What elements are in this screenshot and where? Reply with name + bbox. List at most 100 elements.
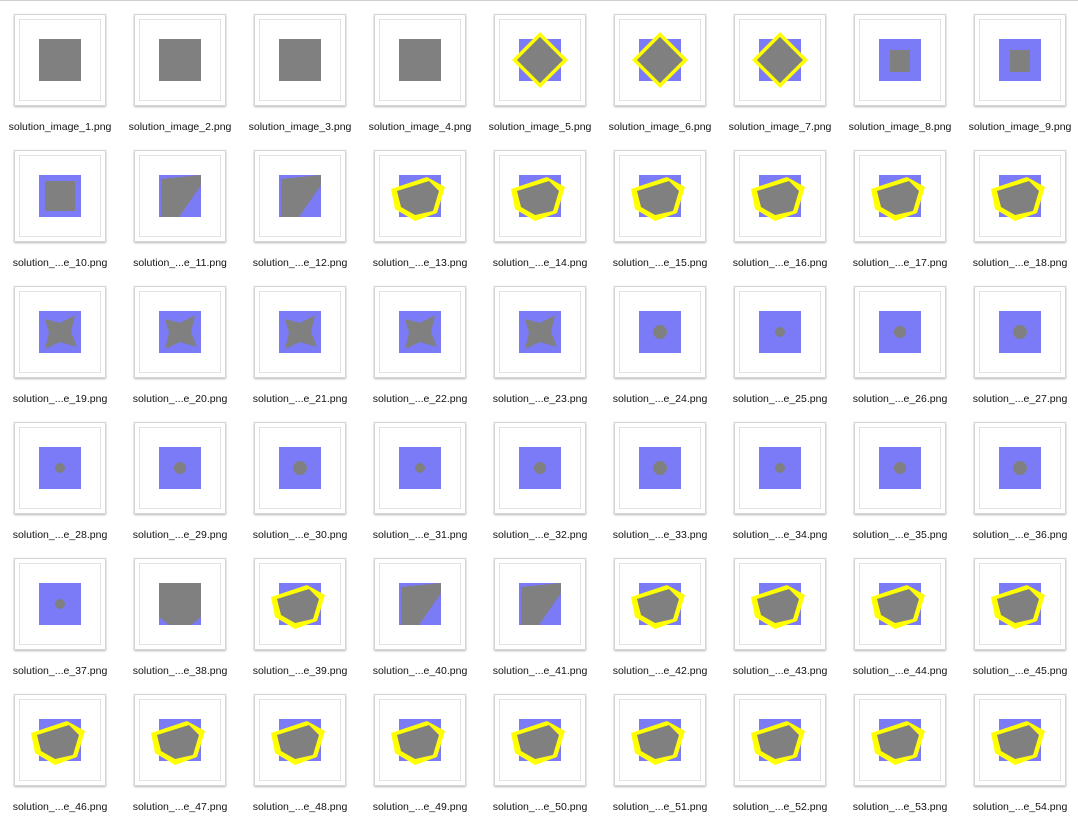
file-thumbnail[interactable] <box>374 422 466 514</box>
file-name-label[interactable]: solution_...e_18.png <box>972 257 1068 269</box>
file-thumbnail[interactable] <box>974 422 1066 514</box>
file-tile[interactable]: solution_image_2.png <box>120 0 240 133</box>
file-tile[interactable]: solution_...e_37.png <box>0 544 120 677</box>
file-thumbnail[interactable] <box>494 422 586 514</box>
file-name-label[interactable]: solution_...e_24.png <box>612 393 708 405</box>
file-name-label[interactable]: solution_image_6.png <box>608 121 712 133</box>
file-thumbnail[interactable] <box>734 558 826 650</box>
file-name-label[interactable]: solution_...e_32.png <box>492 529 588 541</box>
file-name-label[interactable]: solution_...e_13.png <box>372 257 468 269</box>
file-name-label[interactable]: solution_...e_50.png <box>492 801 588 813</box>
file-thumbnail[interactable] <box>734 694 826 786</box>
file-thumbnail[interactable] <box>974 558 1066 650</box>
file-thumbnail[interactable] <box>494 150 586 242</box>
file-thumbnail[interactable] <box>734 14 826 106</box>
file-tile[interactable]: solution_...e_46.png <box>0 680 120 813</box>
file-name-label[interactable]: solution_...e_49.png <box>372 801 468 813</box>
file-tile[interactable]: solution_...e_10.png <box>0 136 120 269</box>
file-thumbnail[interactable] <box>254 694 346 786</box>
file-thumbnail[interactable] <box>854 422 946 514</box>
file-name-label[interactable]: solution_image_2.png <box>128 121 232 133</box>
file-name-label[interactable]: solution_...e_42.png <box>612 665 708 677</box>
file-thumbnail[interactable] <box>854 694 946 786</box>
file-name-label[interactable]: solution_image_9.png <box>968 121 1072 133</box>
file-name-label[interactable]: solution_...e_10.png <box>12 257 108 269</box>
file-thumbnail[interactable] <box>14 286 106 378</box>
file-name-label[interactable]: solution_...e_11.png <box>133 257 227 269</box>
file-tile[interactable]: solution_...e_47.png <box>120 680 240 813</box>
file-tile[interactable]: solution_...e_52.png <box>720 680 840 813</box>
file-name-label[interactable]: solution_...e_27.png <box>972 393 1068 405</box>
file-name-label[interactable]: solution_...e_16.png <box>732 257 828 269</box>
file-thumbnail[interactable] <box>974 150 1066 242</box>
file-name-label[interactable]: solution_...e_19.png <box>12 393 108 405</box>
file-name-label[interactable]: solution_image_1.png <box>8 121 112 133</box>
file-thumbnail[interactable] <box>134 558 226 650</box>
file-thumbnail[interactable] <box>494 286 586 378</box>
file-thumbnail[interactable] <box>854 150 946 242</box>
file-thumbnail[interactable] <box>734 422 826 514</box>
file-thumbnail[interactable] <box>14 694 106 786</box>
file-thumbnail[interactable] <box>134 694 226 786</box>
file-name-label[interactable]: solution_...e_37.png <box>12 665 108 677</box>
file-tile[interactable]: solution_...e_38.png <box>120 544 240 677</box>
file-name-label[interactable]: solution_...e_46.png <box>12 801 108 813</box>
file-tile[interactable]: solution_...e_31.png <box>360 408 480 541</box>
file-name-label[interactable]: solution_image_8.png <box>848 121 952 133</box>
file-name-label[interactable]: solution_image_7.png <box>728 121 832 133</box>
file-thumbnail[interactable] <box>494 558 586 650</box>
file-thumbnail[interactable] <box>974 14 1066 106</box>
file-name-label[interactable]: solution_...e_40.png <box>372 665 468 677</box>
file-thumbnail[interactable] <box>14 14 106 106</box>
file-thumbnail[interactable] <box>14 558 106 650</box>
file-tile[interactable]: solution_...e_44.png <box>840 544 960 677</box>
file-tile[interactable]: solution_...e_54.png <box>960 680 1078 813</box>
file-tile[interactable]: solution_...e_22.png <box>360 272 480 405</box>
file-tile[interactable]: solution_...e_30.png <box>240 408 360 541</box>
file-tile[interactable]: solution_...e_16.png <box>720 136 840 269</box>
file-thumbnail[interactable] <box>974 694 1066 786</box>
file-tile[interactable]: solution_...e_11.png <box>120 136 240 269</box>
file-thumbnail[interactable] <box>374 286 466 378</box>
file-name-label[interactable]: solution_...e_53.png <box>852 801 948 813</box>
file-tile[interactable]: solution_...e_51.png <box>600 680 720 813</box>
file-thumbnail[interactable] <box>254 422 346 514</box>
file-name-label[interactable]: solution_image_5.png <box>488 121 592 133</box>
file-thumbnail[interactable] <box>614 558 706 650</box>
file-thumbnail[interactable] <box>614 286 706 378</box>
file-thumbnail[interactable] <box>254 286 346 378</box>
file-thumbnail[interactable] <box>134 422 226 514</box>
file-thumbnail[interactable] <box>254 558 346 650</box>
file-tile[interactable]: solution_...e_28.png <box>0 408 120 541</box>
file-name-label[interactable]: solution_...e_51.png <box>612 801 708 813</box>
file-tile[interactable]: solution_...e_15.png <box>600 136 720 269</box>
file-name-label[interactable]: solution_...e_43.png <box>732 665 828 677</box>
file-name-label[interactable]: solution_...e_48.png <box>252 801 348 813</box>
file-thumbnail[interactable] <box>134 150 226 242</box>
file-name-label[interactable]: solution_...e_15.png <box>612 257 708 269</box>
file-name-label[interactable]: solution_...e_22.png <box>372 393 468 405</box>
file-tile[interactable]: solution_...e_20.png <box>120 272 240 405</box>
file-tile[interactable]: solution_...e_18.png <box>960 136 1078 269</box>
file-thumbnail[interactable] <box>374 558 466 650</box>
file-thumbnail[interactable] <box>854 558 946 650</box>
file-tile[interactable]: solution_image_7.png <box>720 0 840 133</box>
file-thumbnail[interactable] <box>134 14 226 106</box>
file-thumbnail[interactable] <box>134 286 226 378</box>
file-tile[interactable]: solution_...e_45.png <box>960 544 1078 677</box>
file-tile[interactable]: solution_image_3.png <box>240 0 360 133</box>
file-name-label[interactable]: solution_...e_28.png <box>12 529 108 541</box>
file-tile[interactable]: solution_...e_14.png <box>480 136 600 269</box>
file-tile[interactable]: solution_...e_24.png <box>600 272 720 405</box>
file-name-label[interactable]: solution_image_3.png <box>248 121 352 133</box>
file-tile[interactable]: solution_...e_12.png <box>240 136 360 269</box>
file-tile[interactable]: solution_...e_23.png <box>480 272 600 405</box>
file-thumbnail[interactable] <box>254 14 346 106</box>
file-tile[interactable]: solution_...e_33.png <box>600 408 720 541</box>
file-name-label[interactable]: solution_...e_31.png <box>372 529 468 541</box>
file-thumbnail[interactable] <box>14 150 106 242</box>
file-name-label[interactable]: solution_...e_33.png <box>612 529 708 541</box>
file-tile[interactable]: solution_...e_50.png <box>480 680 600 813</box>
file-name-label[interactable]: solution_...e_38.png <box>132 665 228 677</box>
file-tile[interactable]: solution_...e_48.png <box>240 680 360 813</box>
